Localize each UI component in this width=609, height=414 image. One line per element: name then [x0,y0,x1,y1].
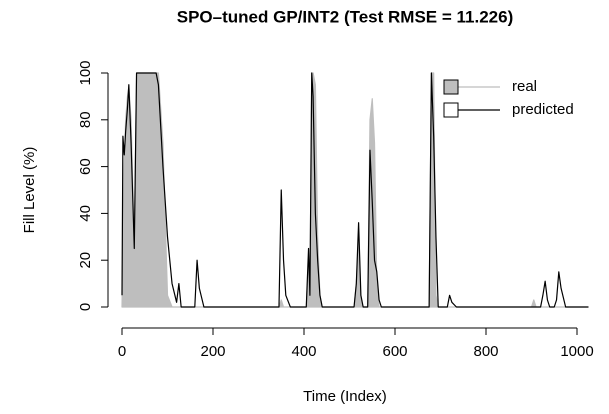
legend-label: predicted [512,101,574,118]
y-axis-title: Fill Level (%) [21,147,38,234]
y-tick-label: 0 [77,303,94,311]
chart-title: SPO–tuned GP/INT2 (Test RMSE = 11.226) [177,7,513,26]
y-tick-label: 40 [77,205,94,222]
x-tick-label: 1000 [560,343,593,360]
legend-swatch [443,79,459,95]
x-tick-label: 800 [473,343,498,360]
y-tick-label: 60 [77,158,94,175]
x-tick-label: 200 [200,343,225,360]
y-tick-label: 20 [77,252,94,269]
x-tick-label: 400 [291,343,316,360]
y-tick-label: 100 [77,60,94,85]
legend-label: real [512,78,537,95]
line [121,72,589,308]
legend-swatch [443,102,459,118]
x-tick-label: 600 [382,343,407,360]
x-tick-label: 0 [118,343,126,360]
y-tick-label: 80 [77,111,94,128]
x-axis-title: Time (Index) [303,388,387,405]
